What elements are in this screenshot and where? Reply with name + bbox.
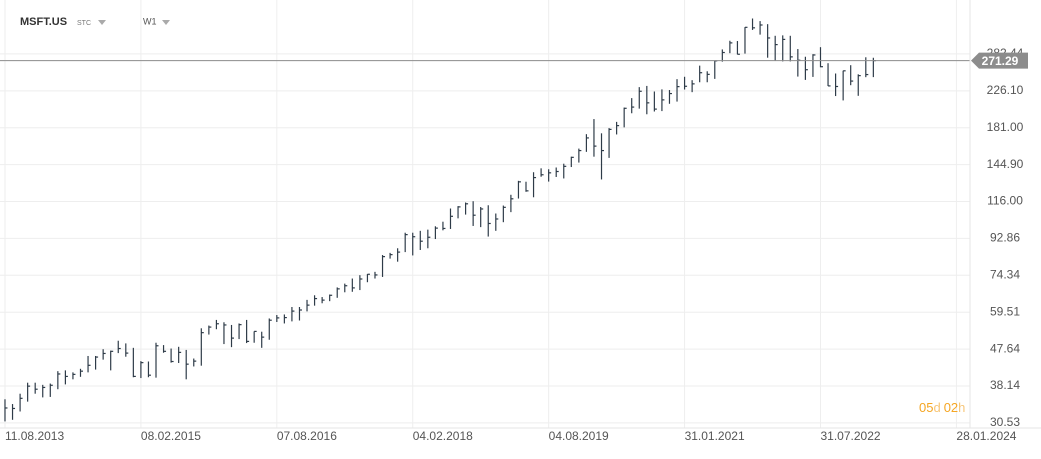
x-tick-label: 31.01.2021 bbox=[685, 429, 745, 443]
current-price-tag bbox=[971, 52, 1028, 69]
axes: 30.53 38.14 47.64 59.51 74.34 92.86 116.00 144.… bbox=[0, 46, 1028, 443]
interval[interactable]: W1 bbox=[143, 16, 157, 26]
x-tick-label: 28.01.2024 bbox=[956, 429, 1016, 443]
countdown-hours-unit: h bbox=[958, 400, 965, 415]
price-bars bbox=[4, 18, 876, 422]
countdown: 05d 02h bbox=[919, 400, 965, 415]
y-tick-label: 144.90 bbox=[987, 157, 1024, 171]
countdown-days: 05 bbox=[919, 400, 933, 415]
y-tick-label: 38.14 bbox=[990, 378, 1020, 392]
market[interactable]: STC bbox=[77, 20, 91, 27]
y-tick-label: 181.00 bbox=[987, 120, 1024, 134]
y-tick-label: 30.53 bbox=[990, 415, 1020, 429]
x-tick-label: 31.07.2022 bbox=[820, 429, 880, 443]
interval-dropdown-arrow[interactable] bbox=[162, 20, 170, 25]
y-tick-label: 74.34 bbox=[990, 267, 1020, 281]
y-tick-label: 59.51 bbox=[990, 304, 1020, 318]
x-tick-label: 04.08.2019 bbox=[549, 429, 609, 443]
current-price-label: 271.29 bbox=[982, 54, 1019, 68]
x-tick-label: 07.08.2016 bbox=[277, 429, 337, 443]
x-tick-label: 08.02.2015 bbox=[141, 429, 201, 443]
countdown-hours: 02 bbox=[944, 400, 958, 415]
y-tick-label: 92.86 bbox=[990, 231, 1020, 245]
x-tick-label: 04.02.2018 bbox=[413, 429, 473, 443]
x-tick-label: 11.08.2013 bbox=[5, 429, 64, 443]
y-tick-label: 47.64 bbox=[990, 341, 1020, 355]
market-dropdown-arrow[interactable] bbox=[98, 20, 106, 25]
grid bbox=[0, 0, 970, 428]
countdown-days-unit: d bbox=[933, 400, 940, 415]
symbol[interactable]: MSFT.US bbox=[20, 16, 67, 28]
y-tick-label: 116.00 bbox=[987, 194, 1023, 208]
y-tick-label: 226.10 bbox=[987, 83, 1024, 97]
